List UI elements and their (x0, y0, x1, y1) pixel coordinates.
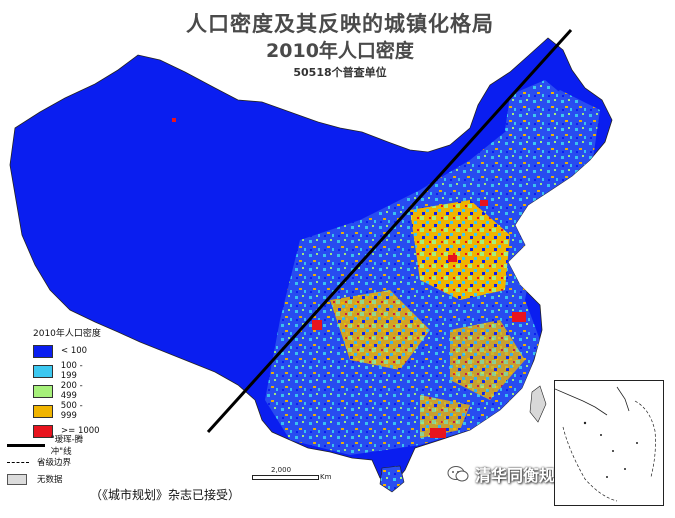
scale-bar-graphic (252, 475, 319, 480)
hainan-island (379, 465, 405, 493)
legend-item-gte1000: >= 1000 (33, 424, 100, 438)
wechat-icon (447, 466, 469, 482)
legend-item-200-499: 200 - 499 (33, 381, 101, 401)
density-patches (172, 80, 600, 455)
south-china-sea-inset (554, 380, 664, 506)
legend-item-boundary: 省级边界 (7, 455, 71, 469)
legend-title: 2010年人口密度 (33, 329, 101, 339)
scale-bar: 2,000 Km (240, 466, 335, 481)
legend-swatch (33, 424, 53, 438)
legend: 2010年人口密度 < 100 100 - 199 200 - 499 500 … (7, 326, 101, 485)
scale-value: 2,000 (271, 466, 292, 474)
legend-item-500-999: 500 - 999 (33, 401, 101, 421)
legend-item-nodata: 无数据 (7, 472, 63, 486)
legend-label: 200 - 499 (60, 381, 83, 401)
legend-swatch (33, 384, 53, 398)
map-title: 人口密度及其反映的城镇化格局 (186, 12, 494, 36)
legend-item-100-199: 100 - 199 (33, 361, 101, 381)
legend-swatch (33, 364, 53, 378)
legend-label: 100 - 199 (60, 361, 83, 381)
legend-label: 无数据 (37, 475, 63, 485)
census-unit-count: 50518个普查单位 (293, 66, 387, 79)
legend-swatch (33, 344, 53, 358)
hu-line-swatch (7, 443, 45, 447)
legend-label: 500 - 999 (60, 401, 83, 421)
legend-item-lt100: < 100 (33, 344, 87, 358)
hu-huanyong-line (206, 28, 573, 434)
taiwan-island (529, 385, 547, 423)
legend-label: >= 1000 (61, 426, 100, 436)
scale-unit: Km (320, 473, 332, 481)
nodata-swatch (7, 473, 27, 485)
legend-label: < 100 (61, 346, 88, 356)
legend-item-hu-line: "瑷珲-腾冲"线 (7, 435, 101, 457)
boundary-swatch (7, 461, 29, 463)
legend-label: 省级边界 (37, 458, 72, 468)
legend-swatch (33, 404, 53, 418)
map-subtitle: 2010年人口密度 (266, 40, 414, 62)
inset-map (554, 386, 656, 502)
journal-caption: （《城市规划》杂志已接受） (90, 488, 241, 502)
legend-label: "瑷珲-腾冲"线 (50, 435, 84, 457)
